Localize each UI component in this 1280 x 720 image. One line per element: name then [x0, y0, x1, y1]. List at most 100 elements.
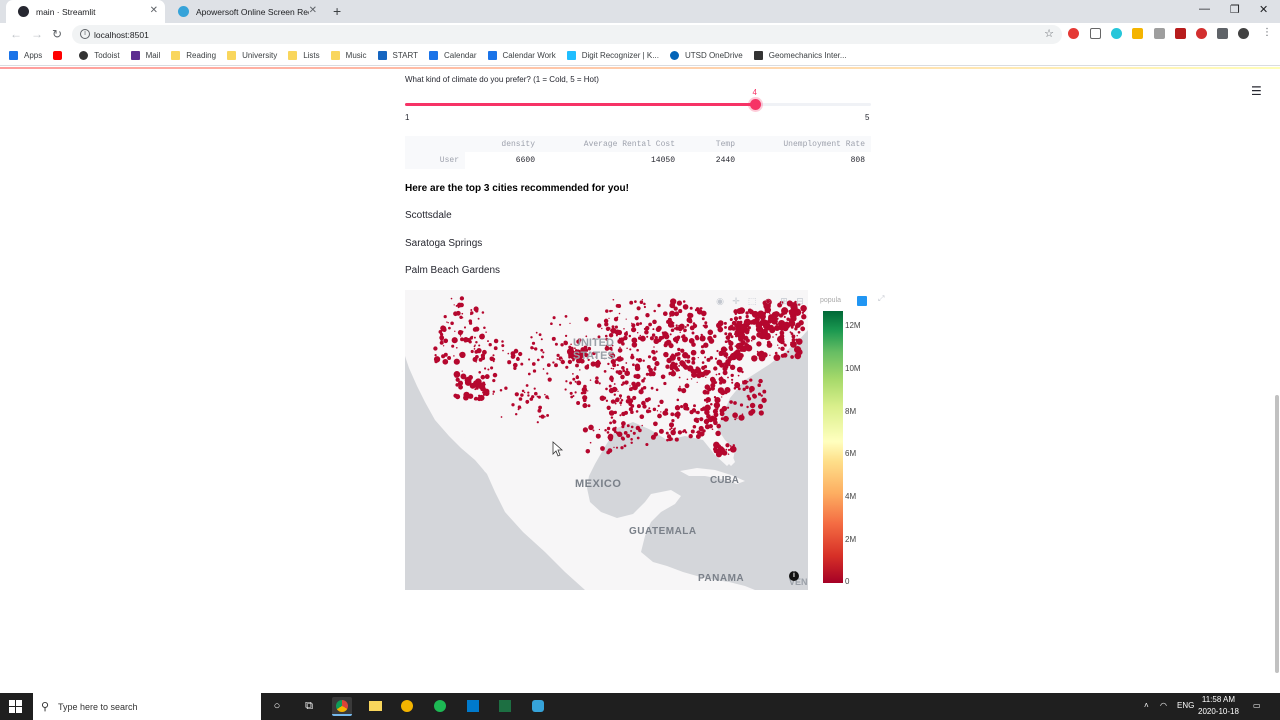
column-header[interactable]: Average Rental Cost [541, 136, 681, 152]
url-input[interactable]: i localhost:8501 ☆ [72, 25, 1062, 44]
city-point [773, 311, 775, 314]
city-point [564, 334, 568, 338]
city-point [450, 321, 454, 326]
new-tab-button[interactable]: + [333, 3, 342, 19]
bookmark-apps[interactable]: Apps [9, 51, 42, 60]
city-point [529, 397, 534, 401]
city-point [710, 403, 713, 406]
language-indicator[interactable]: ENG [1177, 701, 1195, 710]
map-svg[interactable]: UNITED STATES MEXICO CUBA GUATEMALA PANA… [405, 290, 808, 590]
city-point [569, 391, 573, 395]
city-point [622, 381, 626, 385]
city-point [669, 365, 675, 371]
menu-kebab-icon[interactable]: ⋮ [1262, 27, 1272, 38]
city-point [700, 307, 703, 310]
extensions-puzzle-icon[interactable] [1217, 28, 1228, 39]
page-scrollbar[interactable] [1275, 395, 1279, 673]
main-menu-icon[interactable]: ☰ [1251, 84, 1262, 98]
city-point [475, 361, 477, 363]
bookmark-lists[interactable]: Lists [288, 51, 320, 60]
pan-icon[interactable]: ✛ [732, 296, 740, 306]
city-point [607, 362, 610, 366]
task-view-icon[interactable]: ⧉ [305, 700, 313, 712]
bookmark-onedrive[interactable]: UTSD OneDrive [669, 51, 743, 60]
minimize-button[interactable]: — [1199, 3, 1210, 15]
population-map[interactable]: UNITED STATES MEXICO CUBA GUATEMALA PANA… [405, 290, 808, 590]
bookmark-music[interactable]: Music [330, 51, 367, 60]
close-tab-icon[interactable]: ✕ [308, 5, 317, 16]
close-tab-icon[interactable]: ✕ [149, 5, 158, 16]
bookmark-calendar[interactable]: Calendar [429, 51, 477, 60]
column-header[interactable]: Temp [681, 136, 741, 152]
box-select-icon[interactable]: ⬚ [747, 296, 757, 306]
fullscreen-icon[interactable]: ⤢ [878, 294, 885, 303]
column-header[interactable]: density [465, 136, 541, 152]
close-window-button[interactable]: ✕ [1259, 4, 1269, 16]
system-clock[interactable]: 11:58 AM 2020-10-18 [1198, 694, 1239, 718]
forward-icon[interactable]: → [31, 27, 43, 41]
cortana-icon[interactable]: ○ [273, 700, 281, 712]
bookmark-reading[interactable]: Reading [171, 51, 216, 60]
norton-ext-icon[interactable] [1132, 28, 1143, 39]
mercury-ext-icon[interactable] [1111, 28, 1122, 39]
opera-ext-icon[interactable] [1068, 28, 1079, 39]
plotly-logo-icon[interactable] [857, 296, 867, 306]
chrome-taskbar-icon[interactable] [332, 697, 352, 716]
record-ext-icon[interactable] [1196, 28, 1207, 39]
spotify-icon[interactable] [430, 697, 450, 716]
city-point [492, 378, 496, 383]
bookmark-youtube[interactable] [53, 51, 68, 60]
column-header[interactable]: Unemployment Rate [741, 136, 871, 152]
pdf-ext-icon[interactable] [1175, 28, 1186, 39]
city-point [756, 341, 762, 347]
city-point [622, 383, 624, 386]
bookmark-digit-recognizer[interactable]: Digit Recognizer | K... [566, 51, 659, 60]
bookmark-start[interactable]: START [377, 51, 418, 60]
back-icon[interactable]: ← [10, 27, 22, 41]
wifi-icon[interactable]: ◠ [1160, 701, 1167, 710]
windows-start-icon[interactable] [9, 700, 22, 713]
tray-chevron-icon[interactable]: ˄ [1144, 701, 1149, 710]
city-point [691, 331, 695, 335]
profile-avatar[interactable] [1238, 28, 1249, 39]
city-point [670, 429, 676, 436]
bookmark-calendar-work[interactable]: Calendar Work [487, 51, 556, 60]
search-placeholder: Type here to search [58, 701, 138, 712]
city-point [645, 313, 650, 318]
site-info-icon[interactable]: i [80, 29, 90, 39]
city-point [679, 331, 681, 334]
city-point [569, 322, 571, 325]
zoom-out-icon[interactable]: ⊟ [796, 296, 804, 306]
zoom-in-icon[interactable]: ⊞ [780, 296, 788, 306]
bookmark-geomechanics[interactable]: Geomechanics Inter... [753, 51, 847, 60]
notifications-icon[interactable]: ▭ [1253, 701, 1261, 710]
city-point [760, 316, 765, 321]
file-explorer-icon[interactable] [365, 697, 385, 716]
city-point [542, 368, 545, 370]
bookmark-university[interactable]: University [227, 51, 277, 60]
bookmark-todoist[interactable]: Todoist [79, 51, 120, 60]
streamlit-decoration-bar [0, 67, 1280, 69]
reload-icon[interactable]: ↻ [52, 27, 63, 41]
city-point [626, 433, 631, 438]
tab-apowersoft[interactable]: Apowersoft Online Screen Recor ✕ [166, 0, 324, 23]
vscode-icon[interactable] [463, 697, 483, 716]
city-point [698, 425, 704, 432]
lasso-icon[interactable]: ◌ [765, 296, 771, 306]
pocket-ext-icon[interactable] [1090, 28, 1101, 39]
city-point [531, 341, 536, 345]
restore-button[interactable]: ❐ [1230, 4, 1240, 16]
camera-icon[interactable]: ◉ [716, 296, 724, 306]
bookmark-star-icon[interactable]: ☆ [1044, 28, 1054, 40]
screen-recorder-icon[interactable] [528, 697, 548, 716]
city-point [716, 349, 719, 353]
bookmark-mail[interactable]: Mail [130, 51, 160, 60]
map-info-icon[interactable]: i [789, 571, 799, 581]
excel-icon[interactable] [495, 697, 515, 716]
city-point [633, 374, 638, 379]
taskbar-search-input[interactable]: ⚲ Type here to search [33, 693, 261, 720]
tab-streamlit[interactable]: main · Streamlit ✕ [6, 0, 165, 23]
norton-taskbar-icon[interactable] [397, 697, 417, 716]
slider-thumb[interactable] [749, 99, 761, 110]
screen-ext-icon[interactable] [1154, 28, 1165, 39]
